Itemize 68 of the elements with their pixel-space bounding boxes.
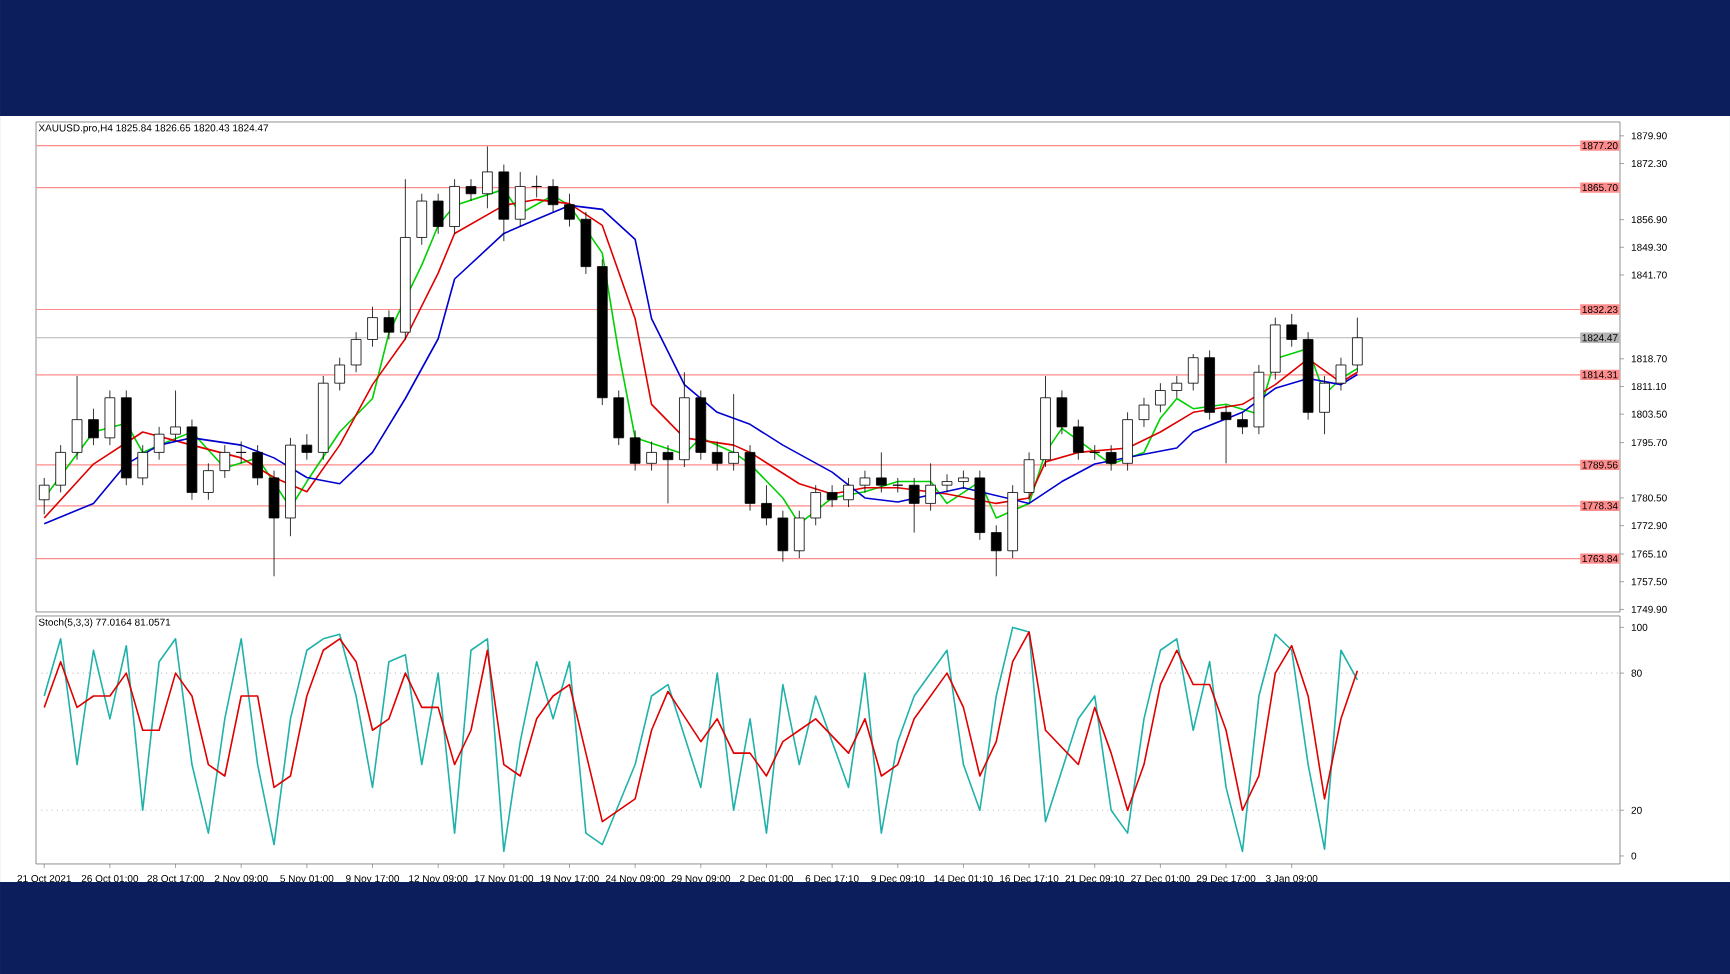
candlestick <box>925 462 936 512</box>
candlestick <box>383 309 395 340</box>
line-series <box>43 626 1359 853</box>
candlestick <box>728 393 739 472</box>
candlestick <box>810 484 822 526</box>
candlestick <box>235 441 247 464</box>
candlestick <box>826 484 838 508</box>
candlestick <box>1073 419 1084 461</box>
candlestick <box>580 211 592 275</box>
candlestick <box>268 470 280 577</box>
candlestick <box>137 444 149 486</box>
candlestick <box>531 175 542 198</box>
candlestick <box>482 145 493 209</box>
candlestick <box>843 477 854 508</box>
candlestick <box>514 171 526 227</box>
candlestick <box>547 178 559 213</box>
candlestick <box>1155 382 1166 413</box>
candlestick <box>1220 404 1232 464</box>
candlestick <box>1089 444 1101 461</box>
candlestick <box>1269 317 1281 380</box>
candlestick <box>38 477 50 515</box>
candlestick <box>1237 411 1248 435</box>
candlestick <box>55 444 66 493</box>
candlestick <box>104 390 116 446</box>
candlestick <box>252 444 263 486</box>
candlestick <box>1138 397 1150 428</box>
candlestick <box>761 484 772 526</box>
candlestick <box>892 477 904 493</box>
candlestick <box>465 178 477 202</box>
candlestick <box>1122 411 1133 472</box>
candlestick <box>777 510 789 563</box>
candlestick <box>941 473 953 493</box>
candlestick <box>1352 317 1363 373</box>
candlestick <box>990 524 1002 577</box>
line-series <box>43 631 1359 823</box>
candlestick <box>958 470 969 490</box>
candlestick <box>88 408 99 446</box>
candlestick <box>334 357 346 391</box>
candlestick <box>793 510 805 559</box>
candlestick <box>1335 357 1347 391</box>
candlestick <box>1286 313 1298 348</box>
candlestick <box>1319 375 1330 435</box>
candlestick <box>1171 375 1183 399</box>
candlestick <box>859 470 871 493</box>
candlestick <box>1187 353 1199 391</box>
candlestick <box>367 306 378 348</box>
candlestick <box>646 441 657 472</box>
candlestick <box>301 433 313 461</box>
candlestick <box>662 444 674 504</box>
candlestick <box>350 331 362 373</box>
candlestick <box>203 462 214 501</box>
candlestick <box>876 452 887 493</box>
candlestick <box>153 426 165 461</box>
candlestick <box>498 164 510 242</box>
candlestick <box>1105 444 1117 472</box>
candlestick <box>71 375 83 461</box>
candlestick <box>629 430 641 472</box>
candlestick <box>1023 452 1035 501</box>
candlestick <box>1056 390 1068 435</box>
candlestick <box>564 193 575 227</box>
candlestick <box>613 390 625 446</box>
candlestick <box>219 444 231 479</box>
candlestick <box>908 477 920 533</box>
candlestick <box>449 178 460 235</box>
candlestick <box>711 441 723 472</box>
candlestick <box>432 193 444 235</box>
candlestick <box>170 390 181 442</box>
candlestick <box>416 193 428 246</box>
